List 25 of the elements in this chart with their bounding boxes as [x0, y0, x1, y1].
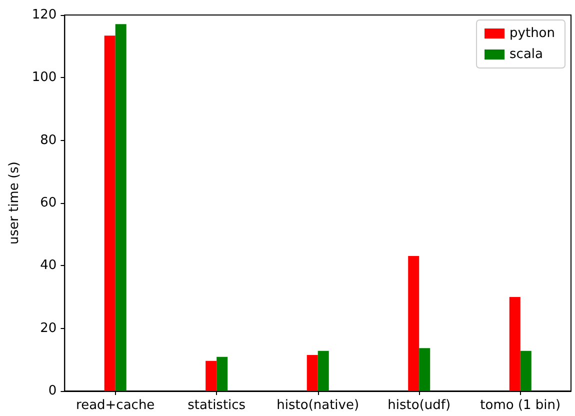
y-tick-label: 0: [48, 384, 57, 398]
legend-label: python: [510, 26, 556, 41]
bar: [306, 354, 318, 391]
bar: [520, 350, 532, 391]
y-tick-label: 100: [32, 70, 57, 86]
x-tick-label: histo(udf): [388, 398, 451, 413]
bar: [115, 24, 126, 391]
bar: [216, 356, 228, 391]
bar: [104, 36, 116, 391]
x-tick-label: read+cache: [76, 398, 155, 413]
y-tick-label: 120: [32, 8, 57, 22]
bar: [206, 360, 217, 391]
y-tick-label: 60: [40, 196, 57, 210]
bar: [419, 348, 430, 391]
y-tick-label: 80: [40, 132, 57, 148]
y-axis-title: user time (s): [7, 162, 22, 244]
legend-label: scala: [510, 47, 543, 62]
bar: [509, 297, 520, 391]
x-tick-label: histo(native): [276, 398, 360, 413]
x-tick-label: statistics: [188, 398, 246, 413]
bar: [318, 350, 329, 391]
bar: [408, 256, 420, 391]
y-tick-label: 20: [40, 320, 57, 336]
x-tick-label: tomo (1 bin): [480, 398, 561, 413]
y-tick-label: 40: [40, 258, 57, 274]
